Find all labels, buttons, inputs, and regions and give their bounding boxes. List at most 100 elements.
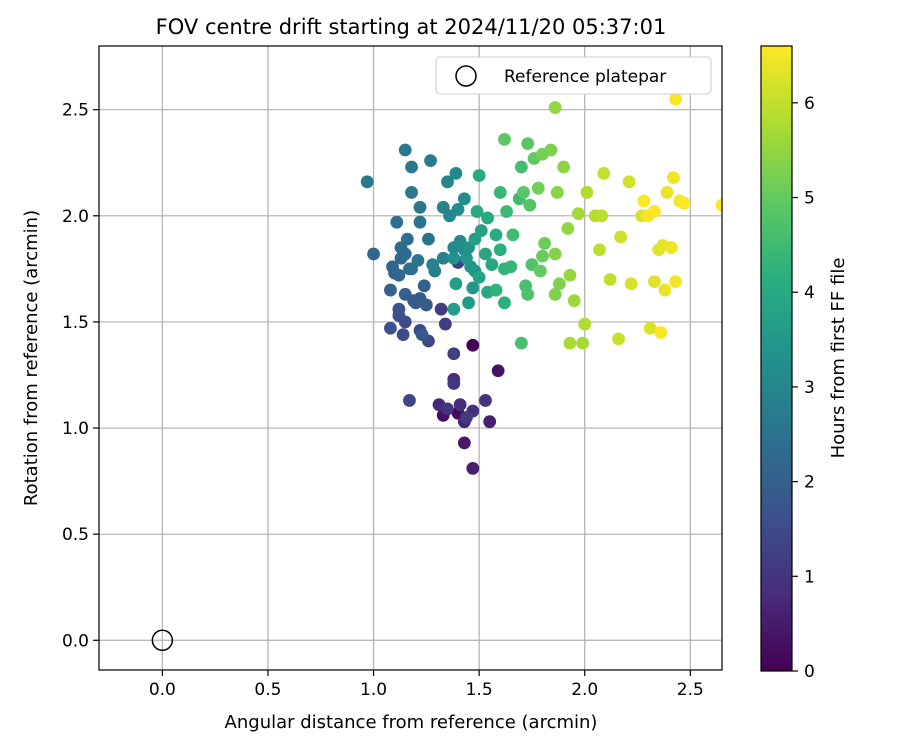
y-tick-label: 0.5 (62, 525, 89, 545)
data-point (411, 253, 425, 267)
data-point (447, 251, 461, 265)
data-point (552, 277, 566, 291)
colorbar-tick-label: 2 (804, 473, 815, 493)
data-point (489, 228, 503, 242)
data-point (360, 175, 374, 189)
data-point (367, 247, 380, 261)
data-point (441, 175, 454, 189)
data-point (667, 171, 680, 184)
data-point (417, 279, 431, 293)
data-point (521, 287, 535, 301)
data-point (664, 241, 678, 255)
data-point (571, 207, 585, 221)
data-point (715, 198, 722, 212)
colorbar-gradient (760, 45, 793, 672)
data-point (622, 175, 636, 189)
data-point (593, 243, 606, 257)
data-point (637, 194, 651, 208)
data-point (466, 338, 480, 352)
data-point (648, 275, 661, 288)
data-point (434, 302, 448, 316)
data-point (449, 166, 463, 180)
data-point (603, 273, 617, 286)
data-point (447, 377, 461, 390)
grid-lines (99, 46, 722, 670)
data-point (506, 228, 520, 242)
x-tick-label: 1.5 (466, 680, 493, 700)
y-axis-ticks: 0.0 0.5 1.0 1.5 2.0 2.5 (62, 101, 99, 651)
legend-marker (455, 65, 477, 87)
data-point (563, 268, 577, 282)
data-point (580, 186, 594, 199)
data-point (514, 336, 528, 350)
data-point (400, 232, 414, 246)
data-point (669, 275, 682, 288)
x-tick-label: 1.0 (360, 680, 387, 700)
data-point (479, 247, 492, 261)
data-point (466, 461, 480, 475)
y-tick-label: 2.5 (62, 101, 89, 121)
data-point (413, 215, 427, 229)
data-point (415, 328, 429, 342)
data-point (538, 236, 552, 250)
data-point (548, 247, 562, 261)
data-point (413, 200, 427, 214)
data-point (392, 268, 406, 282)
data-point (474, 224, 488, 238)
colorbar-tick-label: 4 (804, 283, 815, 303)
data-point (597, 166, 611, 180)
y-axis-label: Rotation from reference (arcmin) (21, 210, 42, 506)
data-point (493, 186, 507, 199)
colorbar-label: Hours from first FF file (828, 258, 849, 459)
colorbar: 0 1 2 3 4 5 6 Hours from first FF file (760, 45, 849, 682)
y-tick-label: 2.0 (62, 207, 89, 227)
data-point (466, 281, 480, 295)
data-point (384, 283, 397, 297)
data-point (521, 137, 535, 151)
x-tick-label: 0.0 (149, 680, 176, 700)
data-point (504, 260, 518, 274)
x-tick-label: 2.5 (677, 680, 704, 700)
data-point (481, 211, 494, 225)
data-point (405, 160, 418, 174)
data-point (595, 209, 609, 223)
x-axis-ticks: 0.0 0.5 1.0 1.5 2.0 2.5 (149, 670, 704, 700)
data-point (658, 283, 672, 297)
data-points (360, 92, 722, 475)
data-point (472, 169, 486, 182)
data-point (398, 143, 412, 157)
data-point (426, 258, 440, 272)
data-point (544, 143, 558, 157)
data-point (548, 287, 562, 301)
data-point (654, 326, 668, 339)
data-point (489, 283, 503, 297)
data-point (419, 298, 433, 312)
data-point (485, 258, 499, 272)
data-point (561, 222, 575, 235)
data-point (451, 203, 465, 216)
data-point (409, 296, 423, 310)
data-point (441, 402, 454, 416)
plot-frame (98, 45, 723, 671)
colorbar-tick-label: 6 (804, 94, 815, 114)
data-point (612, 332, 625, 346)
data-point (563, 336, 577, 350)
data-point (424, 154, 437, 168)
data-point (460, 411, 473, 424)
data-point (533, 264, 547, 278)
data-point (447, 302, 461, 316)
data-point (648, 205, 661, 218)
data-point (550, 186, 564, 199)
data-point (677, 196, 691, 210)
data-point (449, 277, 463, 291)
data-point (514, 160, 528, 174)
data-point (614, 230, 628, 244)
data-point (398, 287, 412, 301)
data-point (462, 296, 475, 310)
data-point (438, 317, 452, 331)
y-tick-label: 0.0 (62, 631, 89, 651)
y-tick-label: 1.5 (62, 313, 89, 333)
legend-label: Reference platepar (504, 67, 666, 87)
data-point (403, 394, 416, 407)
data-point (576, 336, 590, 350)
